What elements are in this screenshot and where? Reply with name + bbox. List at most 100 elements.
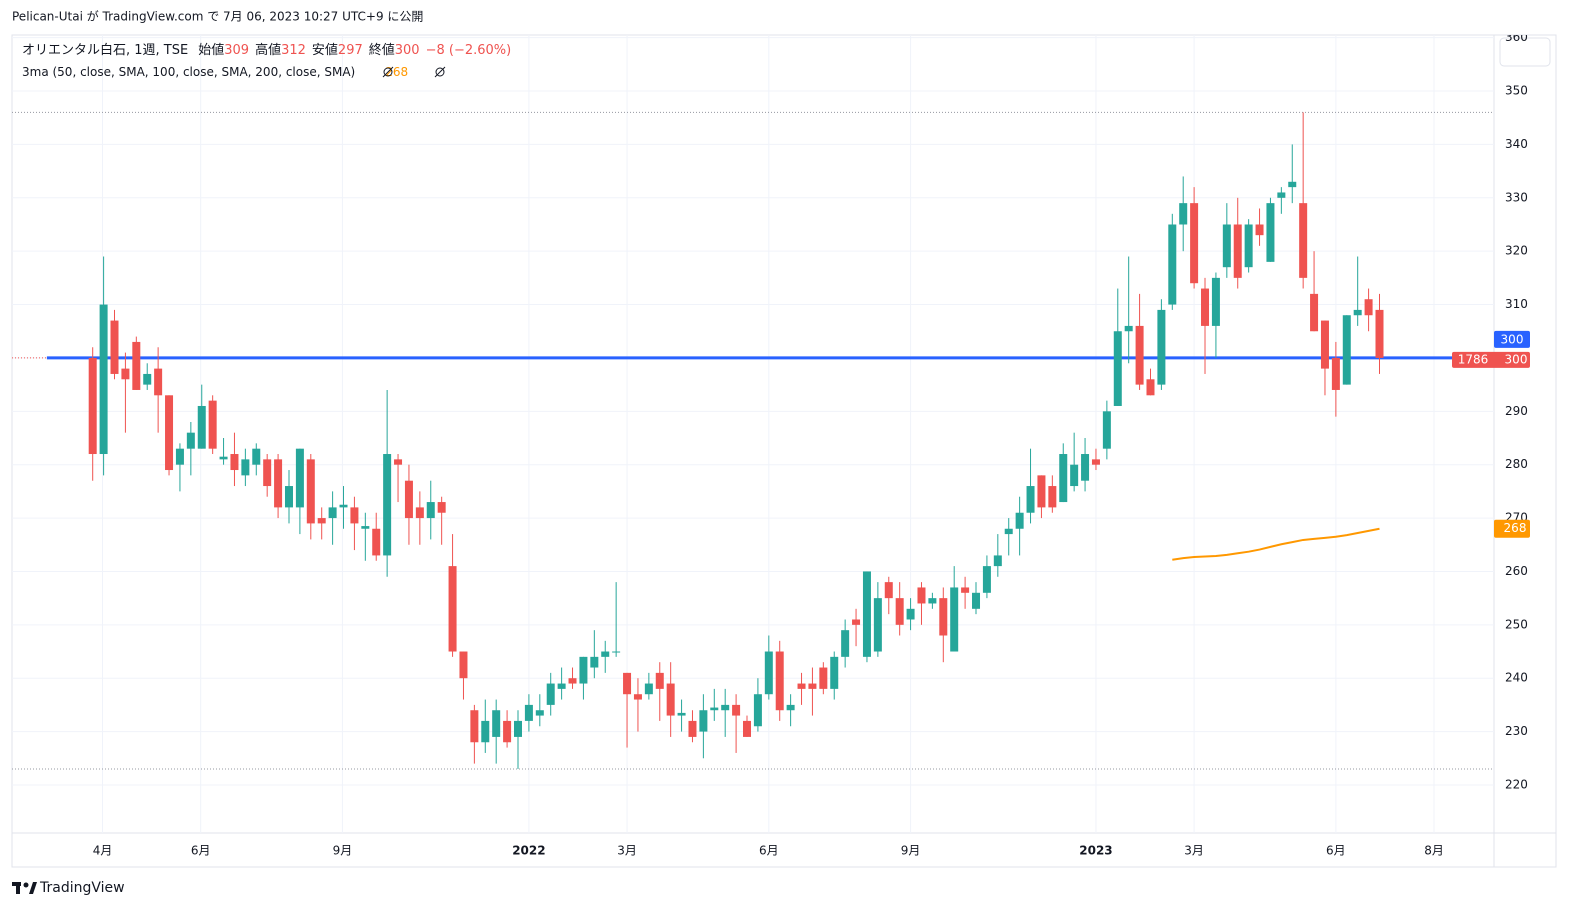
candle-body	[1364, 299, 1373, 316]
scale-button	[1499, 37, 1551, 67]
ohlc-label: 高値	[255, 42, 281, 58]
ohlc-label: 安値	[312, 42, 338, 58]
ohlc-value: 312	[281, 43, 306, 58]
ohlc-label: 終値	[369, 42, 395, 58]
y-tick-label: 230	[1505, 724, 1528, 738]
candle-body	[862, 571, 871, 657]
x-tick-label: 6月	[759, 844, 779, 858]
candle-body	[535, 710, 544, 716]
candle-body	[404, 480, 413, 519]
price-badge-label: 268	[1504, 521, 1527, 535]
candle-body	[633, 694, 642, 700]
candle-body	[1277, 192, 1286, 198]
candle-body	[1070, 464, 1079, 487]
candle-body	[1255, 224, 1264, 236]
candle-body	[884, 582, 893, 599]
candle-body	[1211, 277, 1220, 326]
y-tick-label: 310	[1505, 297, 1528, 311]
candle-body	[1102, 411, 1111, 449]
visibility-icon	[434, 66, 446, 78]
candle-body	[961, 587, 970, 593]
candle-body	[99, 304, 108, 455]
visibility-icon	[435, 67, 445, 77]
candle-body	[732, 704, 741, 716]
candle-body	[906, 608, 915, 620]
candle-body	[677, 712, 686, 716]
x-tick-label: 6月	[191, 844, 211, 858]
candle-body	[1233, 224, 1242, 278]
candle-body	[721, 704, 730, 711]
candle-body	[928, 598, 937, 604]
candle-body	[743, 720, 752, 737]
candle-body	[241, 459, 250, 476]
candle-body	[448, 566, 457, 652]
candle-body	[328, 507, 337, 519]
candle-body	[972, 592, 981, 609]
candle-body	[753, 694, 762, 727]
candle-body	[699, 710, 708, 732]
candle-body	[481, 720, 490, 743]
candle-body	[132, 341, 141, 390]
candle-body	[110, 320, 119, 374]
candle-body	[797, 683, 806, 689]
y-tick-label: 280	[1505, 457, 1528, 471]
y-tick-label: 220	[1505, 777, 1528, 791]
candle-body	[710, 707, 719, 711]
candle-body	[339, 504, 348, 508]
candle-body	[1310, 293, 1319, 332]
candle-body	[426, 502, 435, 519]
y-tick-label: 340	[1505, 137, 1528, 151]
price-badge-label: 300	[1505, 352, 1528, 366]
candle-body	[394, 459, 403, 465]
candle-body	[513, 720, 522, 737]
ohlc-value: 300	[395, 43, 420, 58]
candle-body	[1201, 288, 1210, 326]
candle-body	[459, 651, 468, 679]
y-tick-label: 240	[1505, 671, 1528, 685]
candle-body	[688, 720, 697, 737]
candle-body	[350, 507, 359, 524]
candle-body	[524, 704, 533, 721]
candle-body	[186, 432, 195, 449]
candle-body	[612, 651, 621, 653]
candle-body	[1299, 203, 1308, 278]
candle-body	[623, 672, 632, 695]
price-badge	[1452, 351, 1530, 368]
candle-body	[1113, 331, 1122, 406]
brand-logo	[12, 882, 37, 894]
candle-body	[764, 651, 773, 695]
ma-line	[1172, 527, 1380, 561]
candle-body	[437, 502, 446, 513]
candle-body	[917, 587, 926, 604]
candle-body	[852, 619, 861, 625]
candle-body	[208, 400, 217, 449]
candle-body	[950, 587, 959, 652]
candle-body	[1048, 486, 1057, 508]
candle-body	[819, 667, 828, 689]
candle-body	[1157, 309, 1166, 385]
candle-body	[230, 454, 239, 471]
volume-badge-label: 1786	[1458, 352, 1489, 366]
candle-body	[1288, 181, 1297, 188]
indicator-name: 3ma (50, close, SMA, 100, close, SMA, 20…	[22, 65, 355, 79]
candle-body	[492, 710, 501, 737]
visibility-icon	[383, 67, 393, 77]
ohlc-value: 309	[224, 43, 249, 58]
candle-body	[197, 405, 206, 449]
candle-body	[1353, 309, 1362, 316]
candle-body	[1124, 325, 1133, 332]
legend-line: オリエンタル白石, 1週, TSE 始値309 高値312 安値297 終値300 −8 …	[22, 42, 511, 58]
candle-body	[1026, 486, 1035, 513]
candle-body	[1222, 224, 1231, 268]
candle-body	[982, 566, 991, 593]
candle-body	[1146, 379, 1155, 396]
candle-body	[808, 683, 817, 689]
candle-body	[590, 656, 599, 668]
candle-body	[895, 598, 904, 625]
candle-body	[841, 630, 850, 657]
x-tick-label: 3月	[1184, 844, 1204, 858]
y-tick-label: 360	[1505, 30, 1528, 44]
candle-body	[655, 672, 664, 689]
candle-body	[295, 448, 304, 508]
candle-body	[372, 528, 381, 556]
